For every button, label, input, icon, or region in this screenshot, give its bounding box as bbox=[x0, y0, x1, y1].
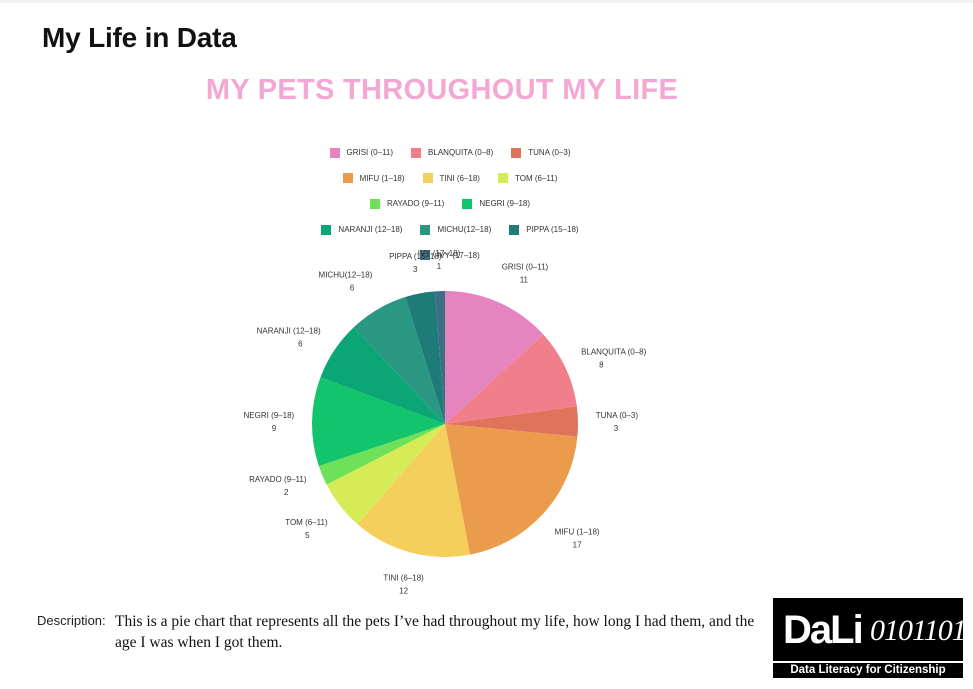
legend-swatch bbox=[342, 173, 353, 184]
legend-row: MIFU (1–18) TINI (6–18) TOM (6–11) bbox=[240, 166, 660, 192]
legend-label: NARANJI (12–18) bbox=[338, 225, 403, 235]
legend-swatch bbox=[420, 250, 431, 261]
legend-label: MIFU (1–18) bbox=[359, 173, 405, 183]
slice-label: NARANJI (12–18) bbox=[257, 327, 321, 336]
pie-slice bbox=[326, 424, 445, 525]
legend-label: TUNA (0–3) bbox=[528, 148, 571, 158]
pie-slice bbox=[434, 291, 445, 424]
legend-label: TINI (6–18) bbox=[439, 173, 480, 183]
pie-slice bbox=[445, 291, 544, 424]
legend-swatch bbox=[321, 224, 332, 235]
legend-swatch bbox=[411, 147, 422, 158]
slice-label: NEGRI (9–18) bbox=[244, 411, 295, 420]
pie-slice bbox=[311, 377, 445, 467]
legend-swatch bbox=[420, 224, 431, 235]
slice-value: 9 bbox=[272, 424, 277, 433]
slice-value: 8 bbox=[599, 360, 604, 369]
slice-value: 6 bbox=[298, 340, 303, 349]
legend-item: RAYADO (9–11) bbox=[369, 198, 445, 209]
legend-row: NARANJI (12–18) MICHU(12–18) PIPPA (15–18) bbox=[240, 217, 660, 243]
slice-value: 12 bbox=[399, 586, 408, 595]
legend-item: MICHU(12–18) bbox=[420, 224, 492, 235]
legend-label: IVY (17–18) bbox=[437, 250, 480, 260]
logo-wordmark: DaLi bbox=[783, 608, 864, 652]
legend-label: BLANQUITA (0–8) bbox=[428, 148, 494, 158]
slice-label: TUNA (0–3) bbox=[596, 411, 639, 420]
legend-item: IVY (17–18) bbox=[420, 250, 480, 261]
slice-value: 5 bbox=[305, 531, 310, 540]
pie-slice bbox=[405, 291, 445, 424]
legend-item: PIPPA (15–18) bbox=[509, 224, 579, 235]
legend-item: BLANQUITA (0–8) bbox=[411, 147, 494, 158]
legend-label: PIPPA (15–18) bbox=[526, 225, 579, 235]
legend-label: RAYADO (9–11) bbox=[386, 199, 445, 209]
slice-label: TOM (6–11) bbox=[285, 518, 328, 527]
pie-slice bbox=[320, 327, 445, 424]
slice-label: PIPPA (15–18) bbox=[389, 252, 442, 261]
logo-tagline: Data Literacy for Citizenship bbox=[773, 661, 963, 676]
legend-swatch bbox=[369, 198, 380, 209]
legend-row: IVY (17–18) bbox=[240, 242, 660, 268]
pie-slice bbox=[445, 424, 578, 555]
pie-slice bbox=[318, 424, 445, 485]
legend-item: NARANJI (12–18) bbox=[321, 224, 403, 235]
slice-label: GRISI (0–11) bbox=[502, 262, 549, 271]
legend-item: NEGRI (9–18) bbox=[462, 198, 531, 209]
legend-swatch bbox=[509, 224, 520, 235]
slice-label: BLANQUITA (0–8) bbox=[581, 347, 647, 356]
legend-item: GRISI (0–11) bbox=[329, 147, 394, 158]
pie-slice bbox=[445, 406, 578, 437]
slice-value: 1 bbox=[437, 262, 442, 271]
pie-slice bbox=[357, 424, 471, 558]
slice-value: 3 bbox=[413, 265, 418, 274]
legend-item: TUNA (0–3) bbox=[511, 147, 571, 158]
legend-swatch bbox=[511, 147, 522, 158]
legend-label: MICHU(12–18) bbox=[437, 225, 492, 235]
legend-label: TOM (6–11) bbox=[514, 173, 558, 183]
slice-value: 2 bbox=[284, 488, 289, 497]
pie-slice bbox=[353, 297, 445, 424]
slice-label: IVY (17–18) bbox=[418, 249, 461, 258]
legend-item: TINI (6–18) bbox=[422, 173, 480, 184]
pie-slice bbox=[445, 334, 577, 424]
slice-value: 3 bbox=[614, 424, 619, 433]
slice-label: MIFU (1–18) bbox=[555, 527, 600, 536]
chart-title: MY PETS THROUGHOUT MY LIFE bbox=[205, 74, 679, 106]
legend-swatch bbox=[329, 147, 340, 158]
legend-swatch bbox=[462, 198, 473, 209]
top-rule bbox=[0, 0, 973, 3]
dali-logo: DaLi 0101101 Data Literacy for Citizensh… bbox=[773, 598, 967, 678]
legend-label: GRISI (0–11) bbox=[346, 148, 394, 158]
slice-label: RAYADO (9–11) bbox=[249, 475, 307, 484]
description-label: Description: bbox=[37, 613, 106, 628]
legend-row: RAYADO (9–11) NEGRI (9–18) bbox=[240, 191, 660, 217]
legend-row: GRISI (0–11) BLANQUITA (0–8) TUNA (0–3) bbox=[240, 140, 660, 166]
logo-digits: 0101101 bbox=[870, 614, 967, 647]
slice-label: MICHU(12–18) bbox=[319, 271, 373, 280]
slice-value: 17 bbox=[573, 540, 582, 549]
slice-value: 11 bbox=[520, 275, 529, 284]
legend-item: TOM (6–11) bbox=[497, 173, 558, 184]
legend-label: NEGRI (9–18) bbox=[479, 199, 531, 209]
slice-value: 6 bbox=[350, 284, 355, 293]
description-text: This is a pie chart that represents all … bbox=[115, 613, 755, 651]
chart-legend: GRISI (0–11) BLANQUITA (0–8) TUNA (0–3) MIF… bbox=[240, 140, 660, 268]
page-title: My Life in Data bbox=[42, 22, 237, 53]
legend-swatch bbox=[497, 173, 508, 184]
legend-swatch bbox=[422, 173, 433, 184]
slice-label: TINI (6–18) bbox=[383, 573, 424, 582]
legend-item: MIFU (1–18) bbox=[342, 173, 405, 184]
